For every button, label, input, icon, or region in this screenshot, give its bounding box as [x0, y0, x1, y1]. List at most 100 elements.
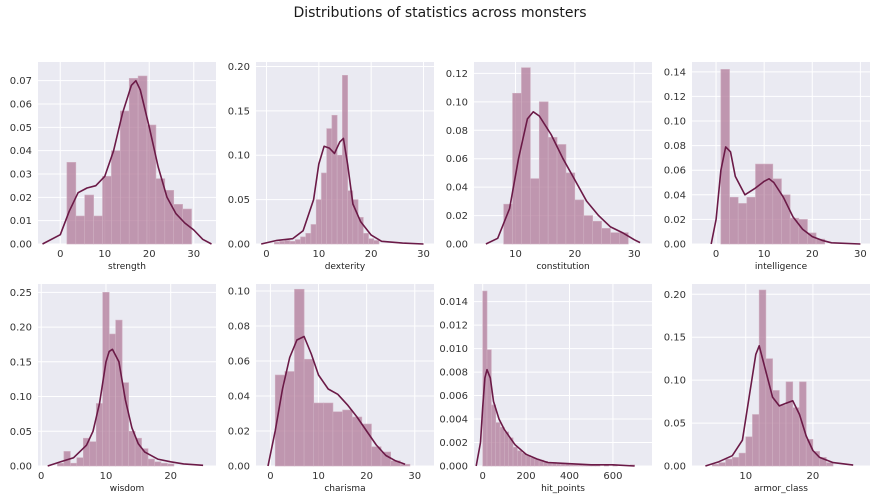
histogram-bar [342, 409, 353, 467]
histogram-bar [792, 407, 800, 467]
y-tick-label: 0.10 [10, 392, 32, 403]
histogram-bar [785, 381, 794, 467]
x-tick-label: 0 [57, 249, 63, 260]
histogram-bar [289, 241, 296, 245]
y-tick-label: 0.006 [439, 391, 468, 402]
histogram-bar [115, 319, 123, 467]
x-tick-label: 20 [568, 249, 581, 260]
histogram-bar [486, 349, 492, 467]
histogram-bar [380, 451, 392, 467]
y-tick-label: 0.12 [446, 69, 468, 80]
kde-curve [42, 79, 212, 245]
histogram-bar [565, 172, 576, 245]
histogram-bar [173, 204, 183, 245]
x-tick-label: 10 [312, 249, 325, 260]
histogram-bar [400, 463, 411, 467]
histogram-bar [798, 219, 808, 245]
y-tick-label: 0.20 [10, 323, 32, 334]
subplot-hit_points: 0.000 0.002 0.004 0.006 0.008 0.010 0.012 0.014… [439, 284, 652, 494]
histogram-bar [279, 241, 286, 245]
y-tick-label: 0.07 [10, 76, 32, 87]
y-tick-label: 0.002 [439, 438, 468, 449]
histogram-bar [182, 208, 192, 245]
x-axis-label: charisma [324, 484, 365, 494]
x-tick-label: 0 [479, 471, 485, 482]
histogram-bar [711, 463, 720, 467]
histogram-bar [826, 462, 834, 467]
y-tick-label: 0.20 [228, 62, 250, 73]
histogram-bar [326, 128, 333, 245]
x-axis-label: strength [108, 262, 146, 272]
y-tick-label: 0.06 [10, 100, 32, 111]
histogram-bar [610, 232, 620, 245]
histogram-bar [284, 240, 291, 245]
y-tick-label: 0.06 [446, 154, 468, 165]
histogram-bar [141, 448, 149, 467]
x-tick-label: 20 [807, 471, 820, 482]
y-tick-label: 0.00 [228, 240, 250, 251]
histogram-bar [763, 163, 774, 245]
histogram-bar [303, 358, 315, 467]
histogram-bar [525, 455, 531, 467]
y-tick-label: 0.08 [446, 126, 468, 137]
histogram-bar [83, 437, 91, 467]
histogram-bar [368, 238, 375, 245]
histogram-bar [573, 464, 579, 467]
histogram-bar [313, 402, 324, 467]
y-tick-label: 0.05 [10, 123, 32, 134]
histogram-bar [361, 423, 372, 467]
histogram-bar [93, 215, 103, 245]
histogram-bar [321, 172, 327, 245]
histogram-bar [592, 220, 602, 245]
histogram-bar [294, 239, 301, 245]
y-tick-label: 0.15 [664, 333, 686, 344]
histogram-bar [718, 462, 726, 467]
histogram-bar [583, 215, 593, 245]
y-tick-label: 0.02 [10, 193, 32, 204]
histogram-bar [76, 457, 84, 467]
histogram-bar [305, 233, 312, 245]
y-tick-label: 0.010 [439, 344, 468, 355]
x-tick-label: 30 [854, 249, 867, 260]
histogram-bar [504, 431, 510, 467]
x-tick-label: 10 [98, 249, 111, 260]
histogram-bar [521, 67, 531, 245]
histogram-bar [294, 288, 305, 467]
histogram-bar [720, 69, 730, 245]
y-tick-label: 0.05 [664, 419, 686, 430]
histogram-bar [819, 457, 827, 467]
histogram-bar [495, 422, 501, 467]
x-axis-label: dexterity [325, 262, 366, 272]
x-tick-label: 0 [38, 471, 44, 482]
y-tick-label: 0.02 [228, 427, 250, 438]
x-tick-label: 10 [739, 471, 752, 482]
y-tick-label: 0.08 [664, 141, 686, 152]
x-axis-label: intelligence [755, 262, 808, 272]
x-axis-label: hit_points [541, 484, 585, 494]
histogram-bar [779, 404, 787, 467]
histogram-bar [336, 154, 343, 245]
y-tick-label: 0.06 [664, 166, 686, 177]
histogram-bar [164, 190, 175, 245]
histogram-bar [737, 203, 748, 245]
histogram-bar [66, 162, 77, 245]
y-tick-label: 0.12 [664, 92, 686, 103]
histogram-bar [530, 178, 540, 245]
y-tick-label: 0.00 [664, 240, 686, 251]
x-tick-label: 30 [187, 249, 200, 260]
kde-curve [710, 146, 861, 245]
histogram-bar [160, 462, 168, 467]
y-tick-label: 0.00 [446, 240, 468, 251]
histogram-bar [120, 110, 130, 245]
histogram-bar [732, 457, 740, 467]
x-tick-label: 200 [517, 471, 536, 482]
subplot-constitution: 0.00 0.02 0.04 0.06 0.08 0.10 0.12 10 20 30 consti… [446, 62, 652, 272]
histogram-bar [331, 114, 338, 245]
histogram-bar [569, 464, 575, 467]
x-axis-label: constitution [536, 262, 589, 272]
histogram-bar [363, 233, 369, 245]
y-tick-label: 0.06 [228, 357, 250, 368]
histogram-bar [146, 124, 157, 245]
histogram-bar [167, 463, 175, 467]
